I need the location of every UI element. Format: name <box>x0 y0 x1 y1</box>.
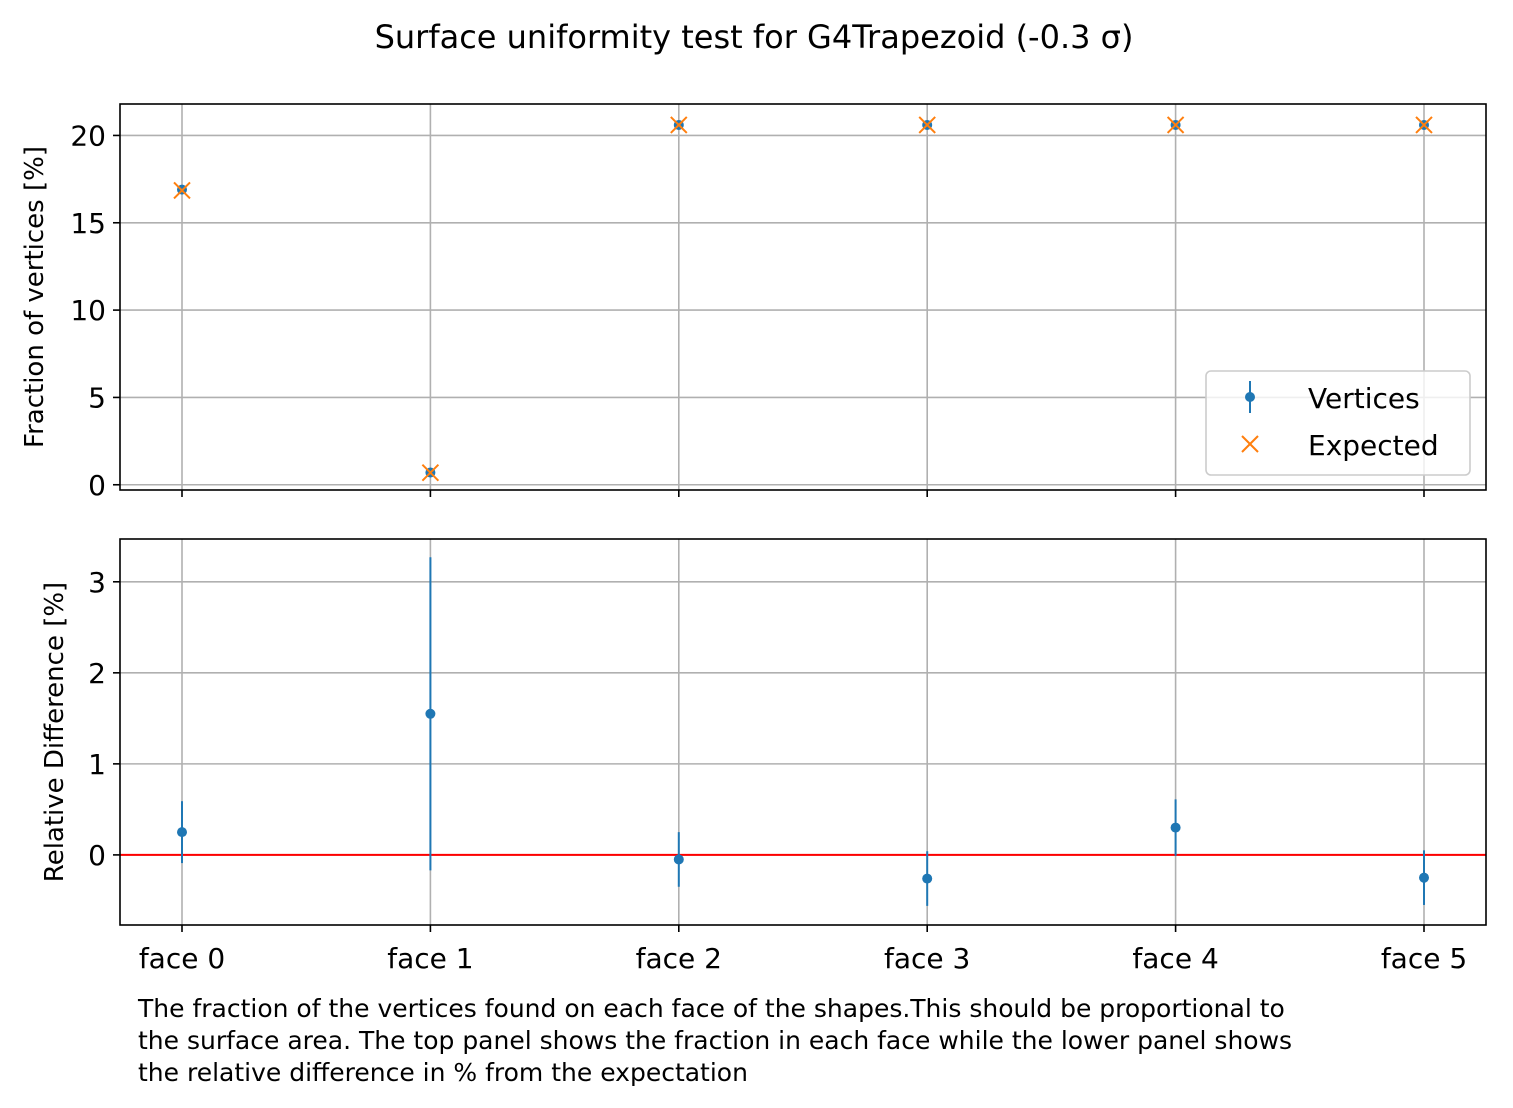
x-tick-label: face 1 <box>387 942 473 975</box>
data-point <box>673 854 684 865</box>
bottom-axes-frame <box>119 538 1487 926</box>
top-ylabel: Fraction of vertices [%] <box>20 146 50 448</box>
x-tick-label: face 0 <box>139 942 225 975</box>
y-tick-label: 0 <box>88 839 106 872</box>
bottom-ticks: face 0 face 1 face 2 face 3 face 4 face 5 0 1 2 3 <box>88 566 1467 975</box>
top-marks <box>173 116 1433 482</box>
y-tick-label: 10 <box>70 294 106 327</box>
expected-marker <box>1166 116 1185 134</box>
bottom-grid <box>120 539 1486 925</box>
data-point <box>1170 822 1181 833</box>
y-tick-label: 20 <box>70 119 106 152</box>
expected-marker <box>421 464 440 482</box>
legend-expected-marker <box>1241 435 1259 453</box>
caption-line: the surface area. The top panel shows th… <box>138 1026 1293 1055</box>
y-tick-label: 3 <box>88 566 106 599</box>
x-tick-label: face 4 <box>1132 942 1218 975</box>
data-point <box>177 827 187 838</box>
legend-box <box>1205 370 1471 476</box>
top-grid <box>120 104 1486 490</box>
bottom-marks <box>177 557 1429 906</box>
figure-caption: The fraction of the vertices found on ea… <box>138 993 1508 1089</box>
y-tick-label: 5 <box>88 381 106 414</box>
expected-marker <box>1415 116 1433 134</box>
expected-marker <box>670 116 688 134</box>
data-point <box>1419 872 1429 883</box>
top-axes-frame <box>119 103 1487 491</box>
expected-marker <box>918 116 936 134</box>
legend: Vertices Expected <box>1205 370 1471 476</box>
top-ticks: 0 5 10 15 20 <box>70 119 1425 502</box>
caption-line: The fraction of the vertices found on ea… <box>138 994 1285 1023</box>
expected-marker <box>173 181 191 200</box>
caption-line: the relative difference in % from the ex… <box>138 1058 748 1087</box>
bottom-ylabel: Relative Difference [%] <box>40 582 70 882</box>
y-tick-label: 2 <box>88 657 106 690</box>
legend-expected-label: Expected <box>1308 429 1439 462</box>
y-tick-label: 15 <box>70 207 106 240</box>
y-tick-label: 0 <box>88 469 106 502</box>
x-tick-label: face 3 <box>884 942 970 975</box>
legend-vertices-marker <box>1245 381 1255 413</box>
top-panel: 0 5 10 15 20 Fraction of vertices [%] Vertic… <box>20 103 1487 502</box>
x-tick-label: face 5 <box>1381 942 1467 975</box>
legend-vertices-label: Vertices <box>1308 382 1420 415</box>
data-point <box>425 708 436 719</box>
figure-title: Surface uniformity test for G4Trapezoid … <box>375 18 1134 56</box>
x-tick-label: face 2 <box>636 942 722 975</box>
bottom-panel: face 0 face 1 face 2 face 3 face 4 face 5 0 1 2 3… <box>40 538 1487 975</box>
y-tick-label: 1 <box>88 748 106 781</box>
data-point <box>922 873 933 884</box>
